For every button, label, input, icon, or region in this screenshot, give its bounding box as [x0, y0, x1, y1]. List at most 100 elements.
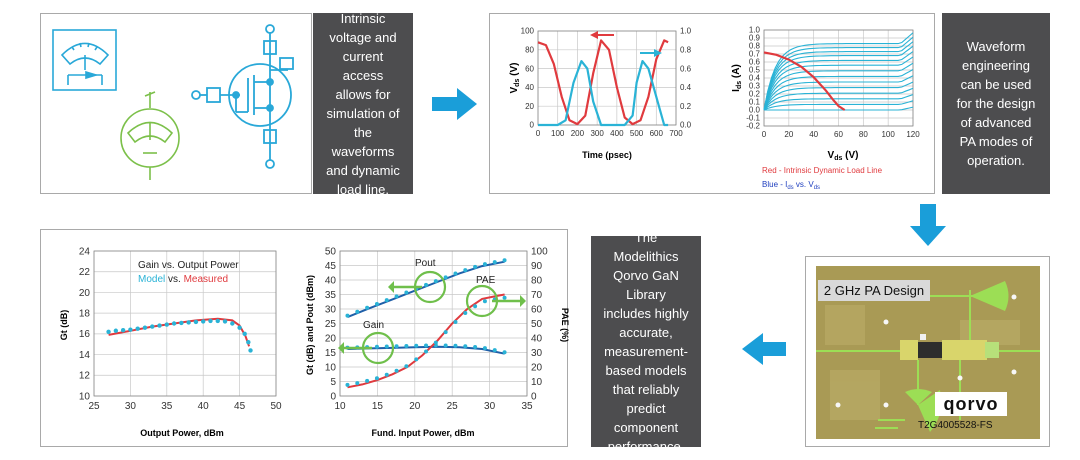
iv-ytick: 0.4: [749, 74, 761, 83]
pout-xlabel: Fund. Input Power, dBm: [372, 428, 475, 438]
gain-xtick: 50: [270, 401, 282, 412]
iv-plot-frame: [763, 29, 914, 127]
pout-xtick: 25: [447, 401, 459, 412]
gain-model-point: [230, 321, 235, 326]
waveform-ytick: 100: [521, 27, 535, 36]
pout-xtick: 15: [372, 401, 384, 412]
pcb-part-number: T2G4005528-FS: [918, 420, 993, 431]
pout-plot-frame: [339, 250, 528, 397]
iv-ytick: 0.2: [749, 90, 761, 99]
pout-model-point: [355, 309, 360, 314]
pout-ytick: 0: [330, 391, 336, 402]
pout-model-point: [492, 348, 497, 353]
pout-ytick-right: 40: [531, 333, 543, 344]
iv-ytick: 0.9: [749, 34, 761, 43]
waveform-xtick: 400: [610, 129, 624, 138]
pout-model-point: [502, 350, 507, 355]
gain-plot-frame: [93, 250, 277, 397]
pout-model-point: [384, 372, 389, 377]
gain-ytick: 22: [79, 267, 91, 278]
pout-model-point: [424, 343, 429, 348]
iv-curve: [763, 81, 914, 111]
pout-annotation-arrowhead: [338, 342, 344, 354]
pout-model-point: [355, 381, 360, 386]
gain-model-point: [186, 320, 191, 325]
pout-model-point: [502, 258, 507, 263]
waveform-xtick: 600: [650, 129, 664, 138]
iv-legend-red: Red - Intrinsic Dynamic Load Line: [762, 166, 883, 175]
pout-ytick-right: 60: [531, 304, 543, 315]
iv-ytick: 0.1: [749, 98, 761, 107]
pout-ytick-right: 30: [531, 348, 543, 359]
pout-model-point: [384, 344, 389, 349]
gain-legend-vs: vs.: [168, 274, 181, 285]
pout-model-point: [482, 299, 487, 304]
gain-model-point: [248, 348, 253, 353]
pout-model-point: [463, 311, 468, 316]
gain-legend-measured: Measured: [184, 274, 228, 285]
gain-model-point: [201, 319, 206, 324]
intrinsic-text-box: Intrinsic voltage and current access all…: [313, 11, 413, 197]
modelithics-text-box: The Modelithics Qorvo GaN Library includ…: [591, 230, 701, 454]
gain-model-point: [120, 328, 126, 333]
gain-ylabel: Gt (dB): [59, 310, 69, 341]
pout-ytick: 20: [325, 333, 337, 344]
iv-curve: [763, 51, 914, 111]
gain-xtick: 30: [125, 401, 137, 412]
gain-model-point: [142, 325, 148, 330]
pout-model-point: [414, 343, 419, 348]
pout-model-point: [394, 294, 399, 299]
pout-ytick: 35: [325, 290, 337, 301]
pout-xtick: 20: [409, 401, 421, 412]
iv-ytick: 0.7: [749, 50, 761, 59]
iv-curve: [763, 75, 914, 111]
pout-ylabel-left: Gt (dB) and Pout (dBm): [305, 275, 315, 375]
waveform-xtick: 0: [536, 129, 541, 138]
pout-ytick: 5: [330, 377, 336, 388]
pout-ytick: 15: [325, 348, 337, 359]
waveform-ytick-right: 0.6: [680, 64, 692, 73]
gain-model-point: [215, 318, 220, 324]
pout-ytick: 25: [325, 319, 337, 330]
iv-ytick: 1.0: [749, 26, 761, 35]
iv-ytick: -0.1: [746, 114, 760, 123]
gain-legend-model: Model: [138, 274, 165, 285]
gain-model-point: [237, 325, 242, 330]
pout-model-point: [463, 268, 468, 273]
iv-xtick: 80: [859, 130, 868, 139]
iv-curve: [764, 106, 914, 111]
gain-model-point: [171, 321, 177, 326]
gain-model-point: [135, 326, 140, 331]
pout-ytick-right: 50: [531, 319, 543, 330]
pout-annotation-label: PAE: [476, 275, 496, 286]
iv-ytick: 0.5: [749, 66, 761, 75]
pout-model-point: [404, 364, 409, 369]
waveform-ytick-right: 1.0: [680, 27, 692, 36]
iv-xtick: 60: [834, 130, 843, 139]
gain-model-point: [106, 329, 111, 334]
waveform-series-vds: [537, 39, 669, 126]
pout-model-point: [374, 344, 379, 349]
pout-annotation-arrowhead: [520, 295, 526, 307]
pout-model-point: [404, 344, 409, 349]
gain-model-point: [246, 339, 251, 345]
gain-ytick: 18: [79, 308, 91, 319]
gain-xlabel: Output Power, dBm: [140, 428, 224, 438]
waveform-ytick: 40: [525, 83, 534, 92]
pout-model-point: [443, 343, 448, 348]
pout-model-point: [374, 301, 379, 306]
gain-ytick: 16: [79, 329, 91, 340]
pout-model-point: [404, 290, 409, 295]
iv-curve: [763, 41, 914, 111]
iv-curve: [763, 56, 914, 111]
gain-xtick: 35: [161, 401, 173, 412]
waveform-cyan-arrow-icon: [640, 49, 662, 57]
pout-annotation-label: Gain: [363, 320, 384, 331]
pout-model-point: [433, 279, 438, 284]
pout-ytick-right: 90: [531, 261, 543, 272]
iv-curve: [763, 36, 914, 111]
pout-model-point: [384, 298, 389, 303]
gain-model-point: [179, 320, 184, 326]
